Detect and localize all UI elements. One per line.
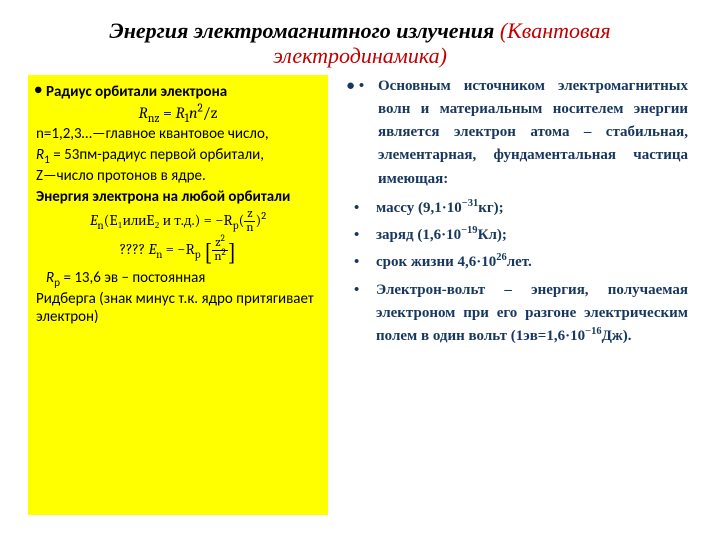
right-lead-text: Основным источником электромагнитных вол…: [378, 75, 688, 191]
slide-title: Энергия электромагнитного излучения (Ква…: [28, 18, 692, 69]
lead-bullets: ● •: [346, 75, 368, 191]
left-heading-radius: Радиус орбитали электрона: [36, 83, 320, 102]
formula-radius: Rnz = R1n2/z: [36, 103, 320, 123]
right-item-mass: • массу (9,1·10−31кг);: [354, 197, 688, 220]
title-main: Энергия электромагнитного излучения: [109, 18, 494, 43]
left-line-rydberg: Ридберга (знак минус т.к. ядро притягива…: [36, 290, 320, 328]
formula-energy-2: ???? En = −Rp [z2n2]: [36, 237, 320, 267]
left-line-z: Z—число протонов в ядре.: [36, 167, 320, 186]
left-line-n: n=1,2,3…—главное квантовое число,: [36, 125, 320, 144]
right-lead: ● • Основным источником электромагнитных…: [346, 75, 688, 191]
slide: Энергия электромагнитного излучения (Ква…: [0, 0, 720, 540]
right-sublist: • массу (9,1·10−31кг); • заряд (1,6·10−1…: [346, 197, 688, 349]
right-item-lifetime: • срок жизни 4,6·1026лет.: [354, 251, 688, 274]
bullet-icon: ●: [34, 81, 42, 99]
left-heading-energy: Энергия электрона на любой орбитали: [36, 188, 320, 207]
right-item-charge: • заряд (1,6·10−19Кл);: [354, 224, 688, 247]
right-item-ev: • Электрон-вольт – энергия, получаемая э…: [354, 279, 688, 349]
left-line-r1: R1 = 53пм-радиус первой орбитали,: [36, 146, 320, 165]
content-columns: ● Радиус орбитали электрона Rnz = R1n2/z…: [28, 75, 692, 515]
right-panel: ● • Основным источником электромагнитных…: [346, 75, 692, 515]
left-panel: ● Радиус орбитали электрона Rnz = R1n2/z…: [28, 75, 328, 515]
left-line-rp: Rp = 13,6 эв − постоянная: [36, 269, 320, 288]
formula-energy-1: En(E₁илиE₂ и т.д.) = −Rp(zn)2: [36, 208, 320, 235]
